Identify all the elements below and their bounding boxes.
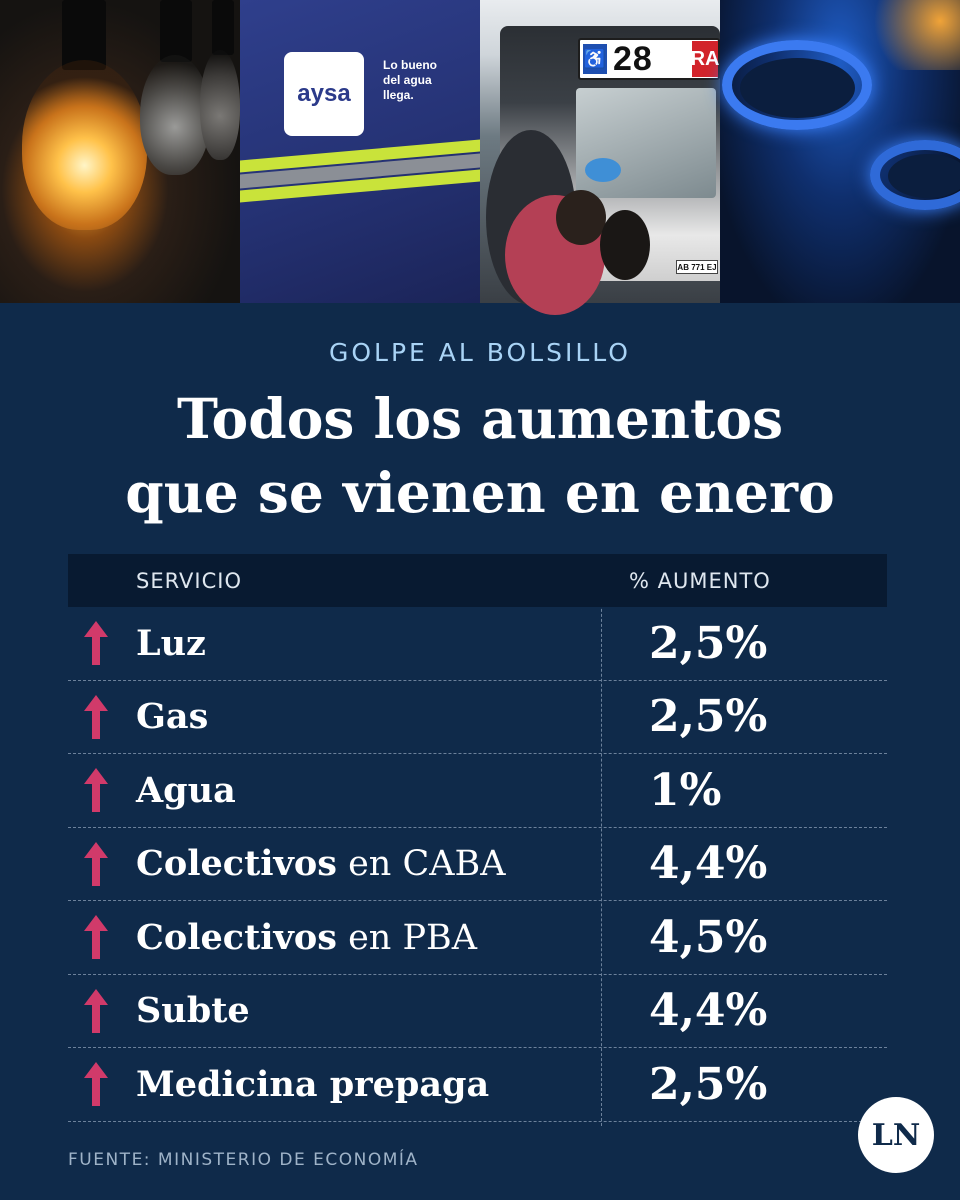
gas-burner (740, 58, 855, 118)
table-row: Subte 4,4% (68, 975, 887, 1048)
increase-value: 2,5% (649, 1058, 768, 1110)
bulb-socket (212, 0, 234, 55)
kicker: GOLPE AL BOLSILLO (329, 338, 631, 367)
bus-route-tag: RA (691, 41, 719, 77)
service-name: Medicina prepaga (136, 1063, 490, 1105)
lit-bulb (22, 60, 147, 230)
up-arrow-icon (84, 621, 108, 666)
gas-flame-ring (722, 40, 872, 130)
service-name: Subte (136, 990, 250, 1032)
up-arrow-icon (84, 694, 108, 739)
source-note: FUENTE: MINISTERIO DE ECONOMÍA (68, 1150, 419, 1170)
table-row: Luz 2,5% (68, 607, 887, 681)
up-arrow-icon (84, 841, 108, 886)
table-row: Agua 1% (68, 754, 887, 828)
increase-value: 4,5% (649, 911, 768, 963)
table-row: Gas 2,5% (68, 681, 887, 754)
table-row: Colectivos en CABA 4,4% (68, 828, 887, 901)
column-divider (601, 554, 602, 1126)
table-row: Medicina prepaga 2,5% (68, 1048, 887, 1122)
title-line-1: Todos los aumentos (176, 386, 784, 451)
increases-table: SERVICIO % AUMENTO Luz 2,5% Gas 2,5% Agu… (68, 554, 887, 1126)
up-arrow-icon (84, 1062, 108, 1107)
increase-value: 2,5% (649, 617, 768, 669)
column-header-increase: % AUMENTO (629, 568, 771, 593)
passenger (556, 190, 606, 245)
aysa-slogan: Lo bueno del agua llega. (383, 58, 437, 102)
increase-value: 2,5% (649, 691, 768, 743)
service-name: Luz (136, 622, 206, 664)
up-arrow-icon (84, 915, 108, 960)
bus-plate: AB 771 EJ (676, 260, 718, 274)
gas-burner (888, 154, 960, 198)
column-header-service: SERVICIO (136, 568, 242, 593)
increase-value: 4,4% (649, 985, 768, 1037)
unlit-bulb (200, 50, 240, 160)
increase-value: 4,4% (649, 838, 768, 890)
increase-value: 1% (649, 764, 722, 816)
la-nacion-logo: LN (858, 1097, 934, 1173)
flame-glow (860, 0, 960, 70)
table-row: Colectivos en PBA 4,5% (68, 901, 887, 975)
up-arrow-icon (84, 988, 108, 1033)
passenger (600, 210, 650, 280)
aysa-logo: aysa (284, 52, 364, 136)
bus-route-sign: ♿ 28 RA (578, 38, 720, 80)
gas-flame-ring (870, 140, 960, 210)
unlit-bulb (140, 55, 210, 175)
service-name: Gas (136, 696, 209, 738)
table-header: SERVICIO % AUMENTO (68, 554, 887, 607)
bus-route-number: 28 (613, 39, 653, 78)
bulb-socket (62, 0, 106, 70)
up-arrow-icon (84, 768, 108, 813)
title-line-2: que se vienen en enero (125, 460, 835, 525)
page-title: Todos los aumentos que se vienen en ener… (0, 382, 960, 530)
service-name: Colectivos en PBA (136, 916, 477, 958)
service-name: Agua (136, 769, 236, 811)
passenger-cap (585, 158, 621, 182)
service-name: Colectivos en CABA (136, 843, 506, 885)
accessibility-icon: ♿ (583, 44, 607, 74)
bulb-socket (160, 0, 192, 62)
